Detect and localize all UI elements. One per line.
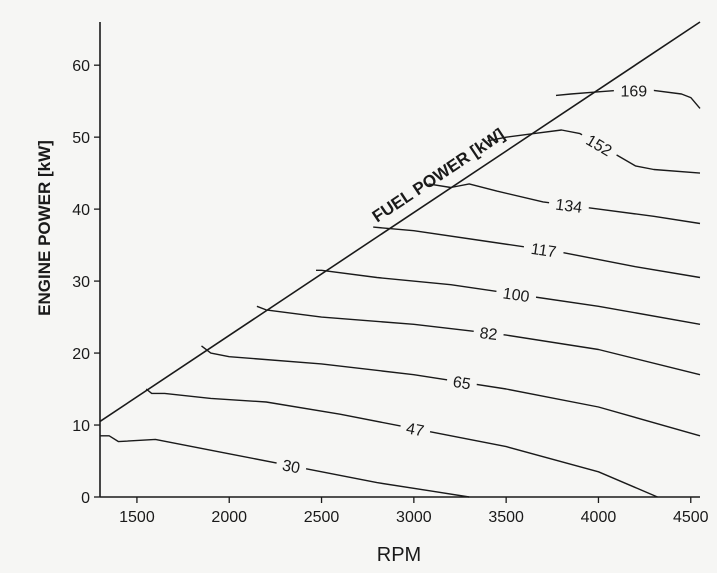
- contour-line-134: [428, 183, 701, 225]
- contour-label-bg-117: [522, 237, 565, 262]
- contour-lines: FUEL POWER [kW]: [99, 21, 701, 498]
- contour-line-82: [256, 305, 701, 376]
- x-tick-label: 4000: [581, 509, 617, 526]
- y-tick-label: 30: [72, 274, 90, 291]
- contour-label-117: 117: [530, 241, 558, 262]
- x-axis-title: RPM: [377, 544, 421, 566]
- contour-label-bg-65: [445, 370, 479, 394]
- contour-label-169: 169: [620, 83, 647, 100]
- y-tick-label: 40: [72, 202, 90, 219]
- contour-line-30: [100, 435, 470, 498]
- x-tick-label: 1500: [119, 509, 155, 526]
- contour-label-bg-47: [398, 417, 432, 441]
- x-tick-label: 4500: [673, 509, 709, 526]
- fuel-power-line: [99, 21, 701, 423]
- contour-label-30: 30: [281, 457, 302, 477]
- x-tick-label: 2000: [211, 509, 247, 526]
- x-tick-label: 3500: [488, 509, 524, 526]
- contour-label-bg-169: [613, 81, 654, 100]
- y-tick-label: 60: [72, 58, 90, 75]
- y-axis-title: ENGINE POWER [kW]: [35, 140, 54, 316]
- contour-label-bg-152: [577, 126, 622, 163]
- contour-label-47: 47: [405, 420, 426, 440]
- fuel-power-label: FUEL POWER [kW]: [369, 125, 508, 226]
- contour-label-bg-82: [472, 322, 505, 344]
- contour-line-65: [201, 345, 701, 437]
- y-tick-label: 20: [72, 346, 90, 363]
- x-tick-label: 3000: [396, 509, 432, 526]
- y-tick-label: 10: [72, 418, 90, 435]
- axes: 1500 2000 2500 3000 3500 4000 4500 0 10 20 30 40 50 6…: [72, 22, 709, 526]
- contour-label-100: 100: [502, 285, 531, 306]
- contour-label-82: 82: [479, 325, 499, 344]
- contour-label-134: 134: [554, 197, 583, 217]
- contour-line-100: [316, 269, 701, 325]
- contour-label-bg-30: [274, 454, 308, 478]
- y-tick-label: 0: [81, 490, 90, 507]
- y-tick-label: 50: [72, 130, 90, 147]
- contour-label-65: 65: [452, 374, 472, 394]
- contour-label-bg-100: [495, 282, 538, 307]
- contour-label-bg-134: [547, 193, 590, 217]
- contour-line-47: [145, 388, 658, 498]
- x-tick-label: 2500: [304, 509, 340, 526]
